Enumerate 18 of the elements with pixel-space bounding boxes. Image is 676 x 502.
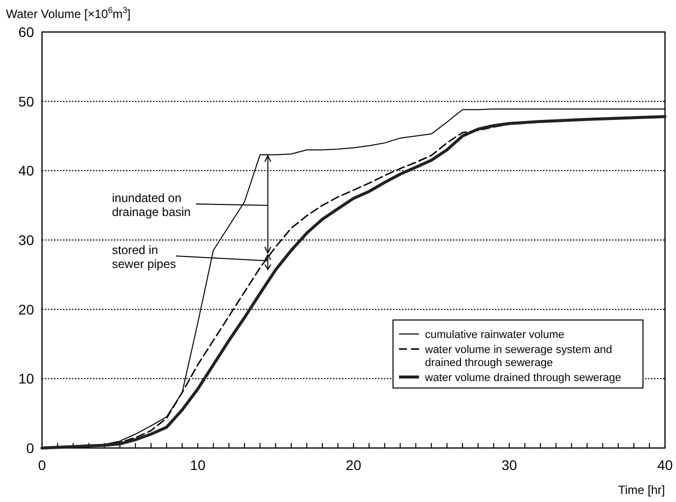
x-tick-label: 40 — [657, 457, 673, 473]
x-tick-label: 30 — [501, 457, 518, 473]
y-tick-label: 60 — [18, 24, 34, 40]
y-tick-label: 0 — [26, 440, 34, 456]
annotation: stored in sewer pipes — [112, 243, 176, 271]
x-axis-title: Time [hr] — [618, 483, 665, 497]
y-tick-label: 20 — [18, 301, 34, 318]
y-tick-label: 50 — [18, 93, 34, 110]
legend-label: water volume drained through sewerage — [424, 372, 622, 384]
x-tick-label: 0 — [38, 457, 46, 473]
y-axis-title: Water Volume [×10$^{6}$m$^{3}$] — [6, 5, 131, 21]
x-tick-label: 10 — [190, 457, 206, 473]
legend-label: cumulative rainwater volume — [425, 329, 564, 341]
y-tick-label: 30 — [18, 232, 34, 248]
x-tick-label: 20 — [346, 457, 362, 473]
annotation: inundated on drainage basin — [112, 191, 191, 219]
y-tick-label: 10 — [18, 370, 34, 387]
y-tick-label: 40 — [18, 162, 34, 179]
